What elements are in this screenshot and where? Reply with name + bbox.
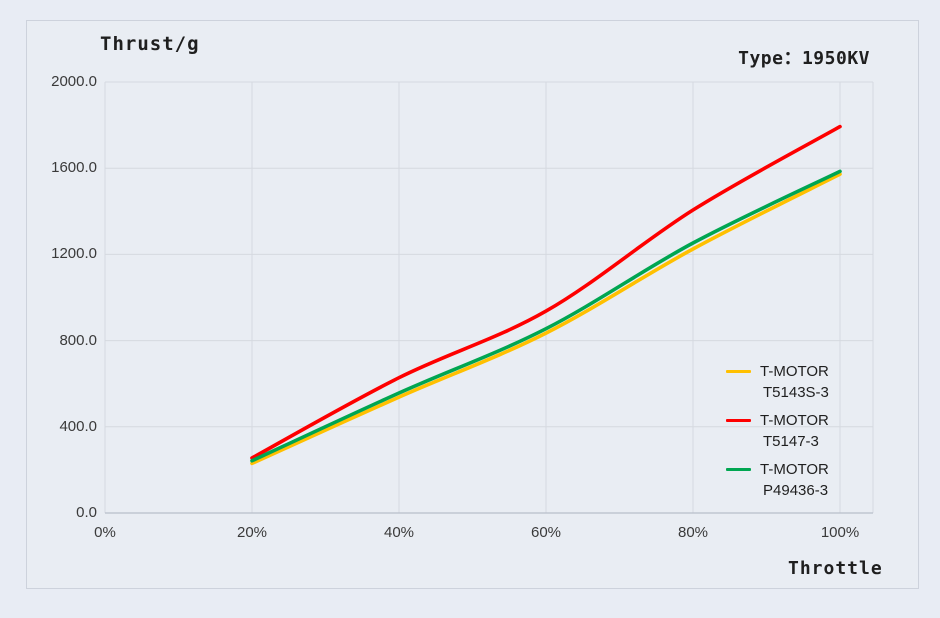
x-tick-label: 100% [820,524,860,541]
y-tick-label: 2000.0 [51,73,97,90]
legend-label: T-MOTOR T5143S-3 [760,363,829,401]
legend-label: T-MOTOR T5147-3 [760,412,829,450]
legend-label: T-MOTOR P49436-3 [760,461,829,499]
legend: T-MOTOR T5143S-3 T-MOTOR T5147-3 T-MOTOR P4… [726,361,876,501]
legend-swatch-green [726,468,751,471]
series-line-t-motor-t5147-3 [250,124,842,460]
motor-type-label: Type：1950KV [738,48,870,69]
legend-item-p49436-3: T-MOTOR P49436-3 [726,459,876,501]
y-tick-label: 400.0 [59,418,97,435]
series-line-t-motor-p49436-3 [250,169,842,463]
y-tick-label: 1200.0 [51,245,97,262]
y-tick-label: 800.0 [59,332,97,349]
x-tick-label: 80% [677,524,709,541]
chart-title: Thrust/g [100,33,200,55]
y-tick-label: 1600.0 [51,159,97,176]
x-tick-label: 60% [530,524,562,541]
x-tick-label: 40% [383,524,415,541]
x-axis-title: Throttle [788,558,883,579]
x-tick-label: 0% [94,524,116,541]
legend-item-t5143s-3: T-MOTOR T5143S-3 [726,361,876,403]
x-tick-label: 20% [236,524,268,541]
chart-frame [26,20,919,589]
legend-swatch-red [726,419,751,422]
series-line-t-motor-t5143s-3 [250,172,842,466]
legend-item-t5147-3: T-MOTOR T5147-3 [726,410,876,452]
y-tick-label: 0.0 [76,504,97,521]
legend-swatch-yellow [726,370,751,373]
